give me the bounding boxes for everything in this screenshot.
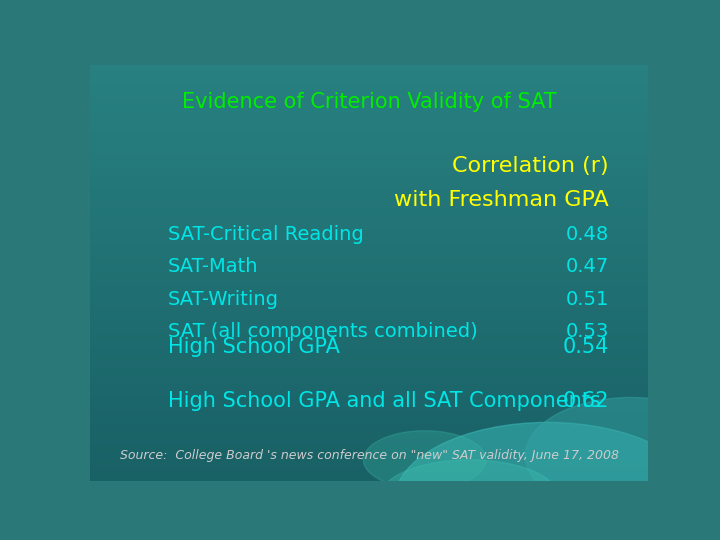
Bar	[90, 224, 648, 231]
Bar	[90, 85, 648, 92]
Text: 0.62: 0.62	[562, 391, 609, 411]
Bar	[90, 328, 648, 335]
Bar	[90, 252, 648, 259]
Bar	[90, 446, 648, 453]
Text: 0.54: 0.54	[562, 337, 609, 357]
Bar	[90, 287, 648, 294]
Text: 0.51: 0.51	[566, 290, 609, 309]
Text: 0.48: 0.48	[566, 225, 609, 244]
Bar	[90, 397, 648, 404]
Bar	[90, 439, 648, 446]
Bar	[90, 92, 648, 99]
Bar	[90, 418, 648, 425]
Bar	[90, 363, 648, 370]
Bar	[90, 65, 648, 72]
Bar	[90, 204, 648, 210]
Bar	[90, 231, 648, 238]
Bar	[90, 99, 648, 106]
Bar	[90, 314, 648, 321]
Text: Correlation (r): Correlation (r)	[452, 156, 609, 176]
Bar	[90, 411, 648, 418]
Bar	[90, 432, 648, 439]
Bar	[90, 134, 648, 141]
Text: 0.47: 0.47	[566, 258, 609, 276]
Bar	[90, 217, 648, 224]
Bar	[90, 370, 648, 377]
Bar	[90, 106, 648, 113]
Bar	[90, 460, 648, 467]
Bar	[90, 183, 648, 190]
Bar	[90, 72, 648, 79]
Bar	[90, 273, 648, 280]
Bar	[90, 335, 648, 342]
Bar	[90, 356, 648, 363]
Ellipse shape	[364, 431, 486, 489]
Bar	[90, 238, 648, 245]
Bar	[90, 176, 648, 183]
Bar	[90, 377, 648, 383]
Text: High School GPA and all SAT Components: High School GPA and all SAT Components	[168, 391, 601, 411]
Ellipse shape	[394, 422, 701, 540]
Bar	[90, 294, 648, 300]
Bar	[90, 155, 648, 162]
Bar	[90, 266, 648, 273]
Bar	[90, 390, 648, 397]
Bar	[90, 404, 648, 411]
Bar	[90, 168, 648, 176]
Bar	[90, 342, 648, 349]
Bar	[90, 113, 648, 120]
Bar	[90, 467, 648, 474]
Text: Source:  College Board 's news conference on "new" SAT validity, June 17, 2008: Source: College Board 's news conference…	[120, 449, 618, 462]
Bar	[90, 425, 648, 432]
Bar	[90, 300, 648, 307]
Text: 0.53: 0.53	[566, 322, 609, 341]
Text: Evidence of Criterion Validity of SAT: Evidence of Criterion Validity of SAT	[181, 92, 557, 112]
Bar	[90, 383, 648, 390]
Text: SAT (all components combined): SAT (all components combined)	[168, 322, 478, 341]
Bar	[90, 197, 648, 204]
Bar	[90, 141, 648, 148]
Bar	[90, 120, 648, 127]
Bar	[90, 79, 648, 85]
Text: SAT-Writing: SAT-Writing	[168, 290, 279, 309]
Bar	[90, 321, 648, 328]
Bar	[90, 349, 648, 356]
Bar	[90, 280, 648, 287]
Text: SAT-Math: SAT-Math	[168, 258, 258, 276]
Bar	[90, 474, 648, 481]
Bar	[90, 127, 648, 134]
Bar	[90, 453, 648, 460]
Bar	[90, 307, 648, 314]
Bar	[90, 259, 648, 266]
Bar	[90, 211, 648, 217]
Bar	[90, 245, 648, 252]
Text: SAT-Critical Reading: SAT-Critical Reading	[168, 225, 364, 244]
Bar	[90, 162, 648, 168]
Bar	[90, 190, 648, 197]
Ellipse shape	[526, 397, 720, 514]
Text: High School GPA: High School GPA	[168, 337, 340, 357]
Ellipse shape	[380, 460, 559, 535]
Text: with Freshman GPA: with Freshman GPA	[394, 190, 609, 210]
Bar	[90, 148, 648, 155]
